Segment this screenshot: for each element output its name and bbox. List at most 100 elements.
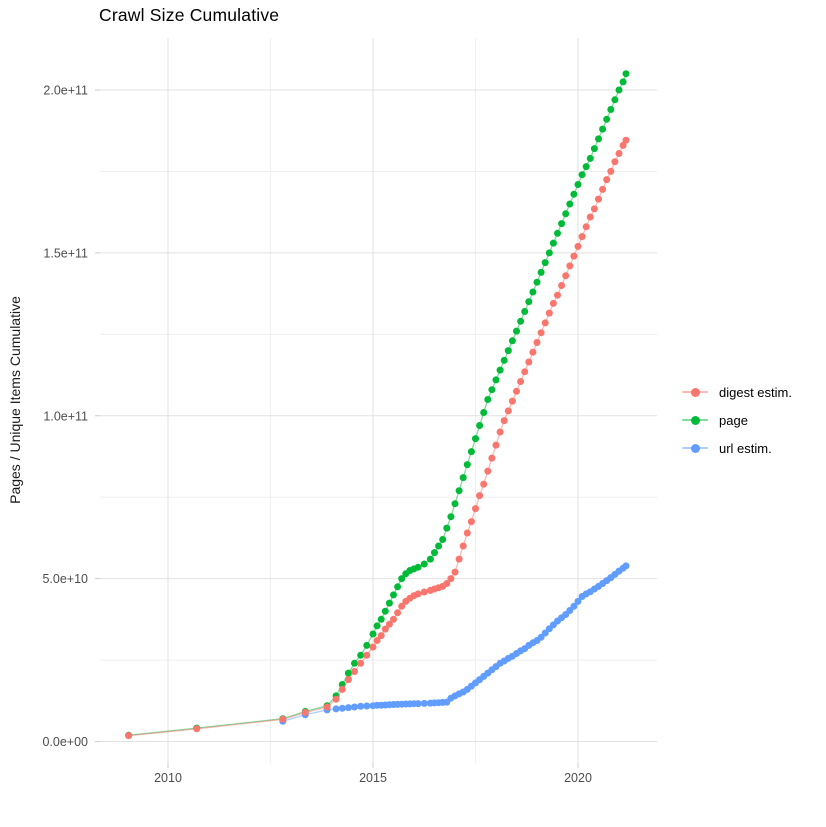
- data-point: [463, 529, 471, 537]
- data-point: [513, 387, 520, 395]
- data-point: [537, 329, 545, 337]
- data-point: [533, 339, 541, 346]
- data-point: [607, 106, 615, 113]
- chart-title: Crawl Size Cumulative: [99, 5, 280, 25]
- data-point: [390, 615, 397, 623]
- data-point: [566, 262, 574, 270]
- data-point: [570, 602, 578, 610]
- data-point: [525, 298, 533, 306]
- data-point: [537, 268, 545, 276]
- data-point: [574, 242, 582, 250]
- legend-key-digest-estim: [682, 387, 708, 397]
- data-point: [373, 637, 381, 644]
- data-point: [488, 386, 496, 394]
- data-point: [611, 158, 619, 166]
- data-point: [420, 560, 428, 568]
- data-point: [357, 659, 365, 667]
- data-point: [496, 366, 504, 374]
- x-tick-label: 2020: [564, 771, 592, 785]
- data-point: [603, 115, 611, 123]
- data-point: [549, 239, 557, 247]
- data-point: [414, 590, 422, 598]
- data-point: [439, 536, 447, 543]
- data-point: [622, 70, 630, 78]
- data-point: [398, 602, 406, 610]
- data-point: [611, 96, 619, 104]
- data-point: [541, 259, 549, 267]
- data-point: [566, 200, 574, 208]
- series-digest-estim: [125, 136, 630, 740]
- data-point: [369, 643, 377, 651]
- data-point: [607, 167, 615, 175]
- data-point: [504, 347, 512, 355]
- data-point: [344, 704, 352, 712]
- legend-point-icon: [690, 387, 700, 397]
- data-point: [570, 252, 578, 260]
- data-point: [521, 368, 529, 376]
- gridlines-major: [100, 38, 657, 763]
- data-point: [279, 715, 287, 723]
- data-point: [562, 272, 570, 280]
- axis-tick-labels: 2010 2015 2020 0.0e+00 5.0e+10 1.0e+11 1.5e+11…: [42, 84, 591, 786]
- data-point: [484, 396, 492, 403]
- data-point: [332, 705, 340, 713]
- legend-key-url-estim: [682, 443, 708, 453]
- legend-point-icon: [690, 415, 700, 425]
- data-point: [431, 549, 438, 557]
- data-point: [394, 609, 402, 617]
- data-point: [595, 135, 602, 143]
- data-point: [377, 615, 385, 623]
- data-point: [351, 668, 358, 675]
- data-point: [373, 622, 381, 630]
- data-point: [443, 580, 451, 587]
- data-point: [394, 583, 402, 591]
- data-point: [414, 563, 422, 571]
- data-point: [390, 591, 397, 599]
- data-point: [451, 500, 459, 508]
- y-tick-label: 1.0e+11: [43, 409, 88, 423]
- data-point: [476, 422, 484, 429]
- legend-label: digest estim.: [719, 384, 792, 400]
- data-point: [338, 685, 346, 693]
- data-point: [357, 651, 365, 659]
- data-point: [420, 588, 428, 596]
- legend-key-page: [682, 415, 708, 425]
- data-point: [363, 702, 371, 710]
- data-point: [545, 249, 553, 257]
- data-point: [459, 474, 467, 482]
- data-point: [582, 223, 590, 231]
- data-point: [541, 319, 549, 327]
- data-point: [459, 542, 467, 550]
- data-point: [385, 620, 393, 628]
- legend-item-digest-estim: digest estim.: [682, 378, 792, 406]
- data-point: [492, 441, 500, 449]
- data-point: [599, 185, 607, 193]
- data-point: [323, 703, 331, 711]
- data-point: [496, 428, 504, 436]
- data-point: [521, 308, 529, 315]
- data-point: [363, 651, 371, 659]
- data-point: [344, 669, 352, 677]
- data-point: [472, 505, 479, 513]
- data-point: [426, 555, 434, 563]
- x-tick-label: 2010: [154, 771, 182, 785]
- data-point: [599, 125, 607, 133]
- data-point: [351, 659, 358, 667]
- data-point: [622, 136, 630, 144]
- data-point: [467, 518, 475, 526]
- legend-item-url-estim: url estim.: [682, 434, 792, 462]
- data-point: [480, 480, 488, 488]
- data-point: [533, 278, 541, 286]
- gridlines-minor: [100, 38, 657, 763]
- data-point: [545, 309, 553, 317]
- series-line: [128, 73, 627, 736]
- data-point: [381, 607, 389, 615]
- data-point: [363, 641, 371, 649]
- series-page: [125, 70, 630, 739]
- data-point: [385, 599, 393, 607]
- data-point: [562, 210, 570, 218]
- data-point: [381, 625, 389, 633]
- data-point: [420, 699, 428, 707]
- axis-ticks: [95, 89, 579, 768]
